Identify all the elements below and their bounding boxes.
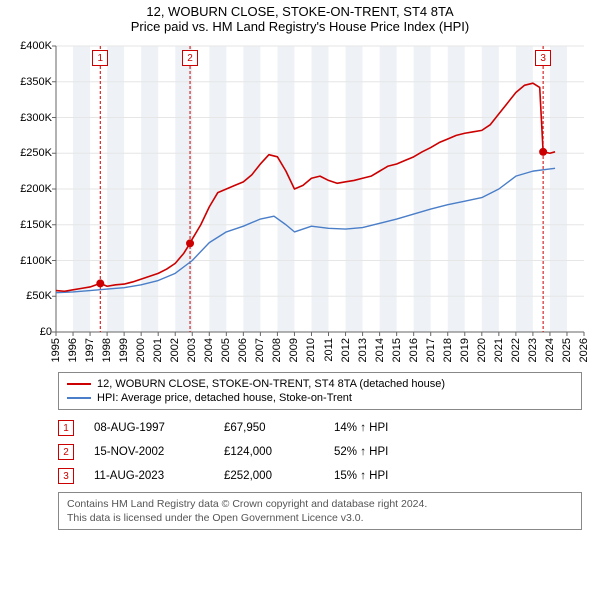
sale-marker: 3 — [535, 50, 551, 66]
events-table: 1 08-AUG-1997 £67,950 14% ↑ HPI 2 15-NOV… — [58, 416, 582, 488]
event-marker: 2 — [58, 444, 74, 460]
event-row: 1 08-AUG-1997 £67,950 14% ↑ HPI — [58, 416, 582, 440]
y-tick-label: £100K — [20, 255, 52, 267]
legend-item: 12, WOBURN CLOSE, STOKE-ON-TRENT, ST4 8T… — [67, 377, 573, 391]
x-tick-label: 2023 — [527, 338, 539, 362]
x-tick-label: 1999 — [118, 338, 130, 362]
y-tick-label: £0 — [40, 326, 52, 338]
legend-item: HPI: Average price, detached house, Stok… — [67, 391, 573, 405]
event-price: £67,950 — [224, 422, 314, 434]
y-tick-label: £400K — [20, 40, 52, 52]
x-tick-label: 2013 — [357, 338, 369, 362]
page: 12, WOBURN CLOSE, STOKE-ON-TRENT, ST4 8T… — [0, 0, 600, 530]
legend-label: 12, WOBURN CLOSE, STOKE-ON-TRENT, ST4 8T… — [97, 378, 445, 390]
legend-swatch — [67, 383, 91, 385]
x-tick-label: 2014 — [374, 338, 386, 362]
x-tick-label: 1998 — [101, 338, 113, 362]
event-price: £124,000 — [224, 446, 314, 458]
x-tick-label: 2016 — [408, 338, 420, 362]
x-tick-label: 2010 — [305, 338, 317, 362]
event-pct: 14% ↑ HPI — [334, 422, 444, 434]
x-tick-label: 2002 — [169, 338, 181, 362]
event-price: £252,000 — [224, 470, 314, 482]
price-chart: £0 £50K £100K £150K £200K £250K £300K £350K £400… — [0, 36, 600, 366]
x-tick-label: 2012 — [340, 338, 352, 362]
legend-label: HPI: Average price, detached house, Stok… — [97, 392, 352, 404]
y-tick-label: £50K — [26, 290, 52, 302]
x-tick-label: 2021 — [493, 338, 505, 362]
x-tick-label: 2024 — [544, 338, 556, 362]
x-tick-label: 2000 — [135, 338, 147, 362]
event-marker: 1 — [58, 420, 74, 436]
y-tick-label: £150K — [20, 219, 52, 231]
x-tick-label: 2015 — [391, 338, 403, 362]
chart-title-sub: Price paid vs. HM Land Registry's House … — [0, 19, 600, 34]
x-tick-label: 2022 — [510, 338, 522, 362]
sale-marker: 1 — [92, 50, 108, 66]
x-tick-label: 2025 — [561, 338, 573, 362]
chart-title-block: 12, WOBURN CLOSE, STOKE-ON-TRENT, ST4 8T… — [0, 0, 600, 36]
footer-line: This data is licensed under the Open Gov… — [67, 511, 573, 525]
x-tick-label: 2003 — [186, 338, 198, 362]
x-tick-label: 2017 — [425, 338, 437, 362]
event-date: 08-AUG-1997 — [94, 422, 204, 434]
footer-line: Contains HM Land Registry data © Crown c… — [67, 497, 573, 511]
x-tick-label: 2019 — [459, 338, 471, 362]
event-row: 2 15-NOV-2002 £124,000 52% ↑ HPI — [58, 440, 582, 464]
y-tick-label: £300K — [20, 112, 52, 124]
x-tick-label: 2020 — [476, 338, 488, 362]
footer-attribution: Contains HM Land Registry data © Crown c… — [58, 492, 582, 530]
x-tick-label: 2001 — [152, 338, 164, 362]
y-tick-label: £250K — [20, 147, 52, 159]
x-tick-label: 1995 — [50, 338, 62, 362]
x-tick-label: 2018 — [442, 338, 454, 362]
event-marker: 3 — [58, 468, 74, 484]
x-tick-label: 2007 — [254, 338, 266, 362]
event-pct: 52% ↑ HPI — [334, 446, 444, 458]
x-tick-label: 1996 — [67, 338, 79, 362]
x-tick-label: 2006 — [237, 338, 249, 362]
event-row: 3 11-AUG-2023 £252,000 15% ↑ HPI — [58, 464, 582, 488]
x-tick-label: 2011 — [323, 338, 335, 362]
y-tick-label: £200K — [20, 183, 52, 195]
legend-swatch — [67, 397, 91, 399]
x-tick-label: 2004 — [203, 338, 215, 362]
event-date: 11-AUG-2023 — [94, 470, 204, 482]
sale-marker: 2 — [182, 50, 198, 66]
event-date: 15-NOV-2002 — [94, 446, 204, 458]
event-pct: 15% ↑ HPI — [334, 470, 444, 482]
x-tick-label: 2008 — [271, 338, 283, 362]
x-tick-label: 1997 — [84, 338, 96, 362]
x-tick-label: 2026 — [578, 338, 590, 362]
x-tick-label: 2005 — [220, 338, 232, 362]
x-tick-label: 2009 — [288, 338, 300, 362]
y-tick-label: £350K — [20, 76, 52, 88]
legend: 12, WOBURN CLOSE, STOKE-ON-TRENT, ST4 8T… — [58, 372, 582, 410]
chart-title-main: 12, WOBURN CLOSE, STOKE-ON-TRENT, ST4 8T… — [0, 4, 600, 19]
